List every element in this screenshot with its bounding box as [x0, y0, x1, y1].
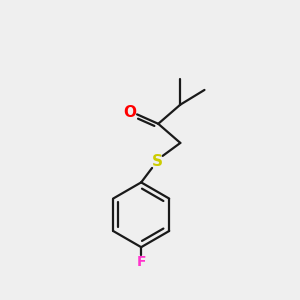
Text: O: O	[123, 104, 136, 119]
Text: F: F	[136, 256, 146, 269]
Text: S: S	[152, 154, 163, 169]
